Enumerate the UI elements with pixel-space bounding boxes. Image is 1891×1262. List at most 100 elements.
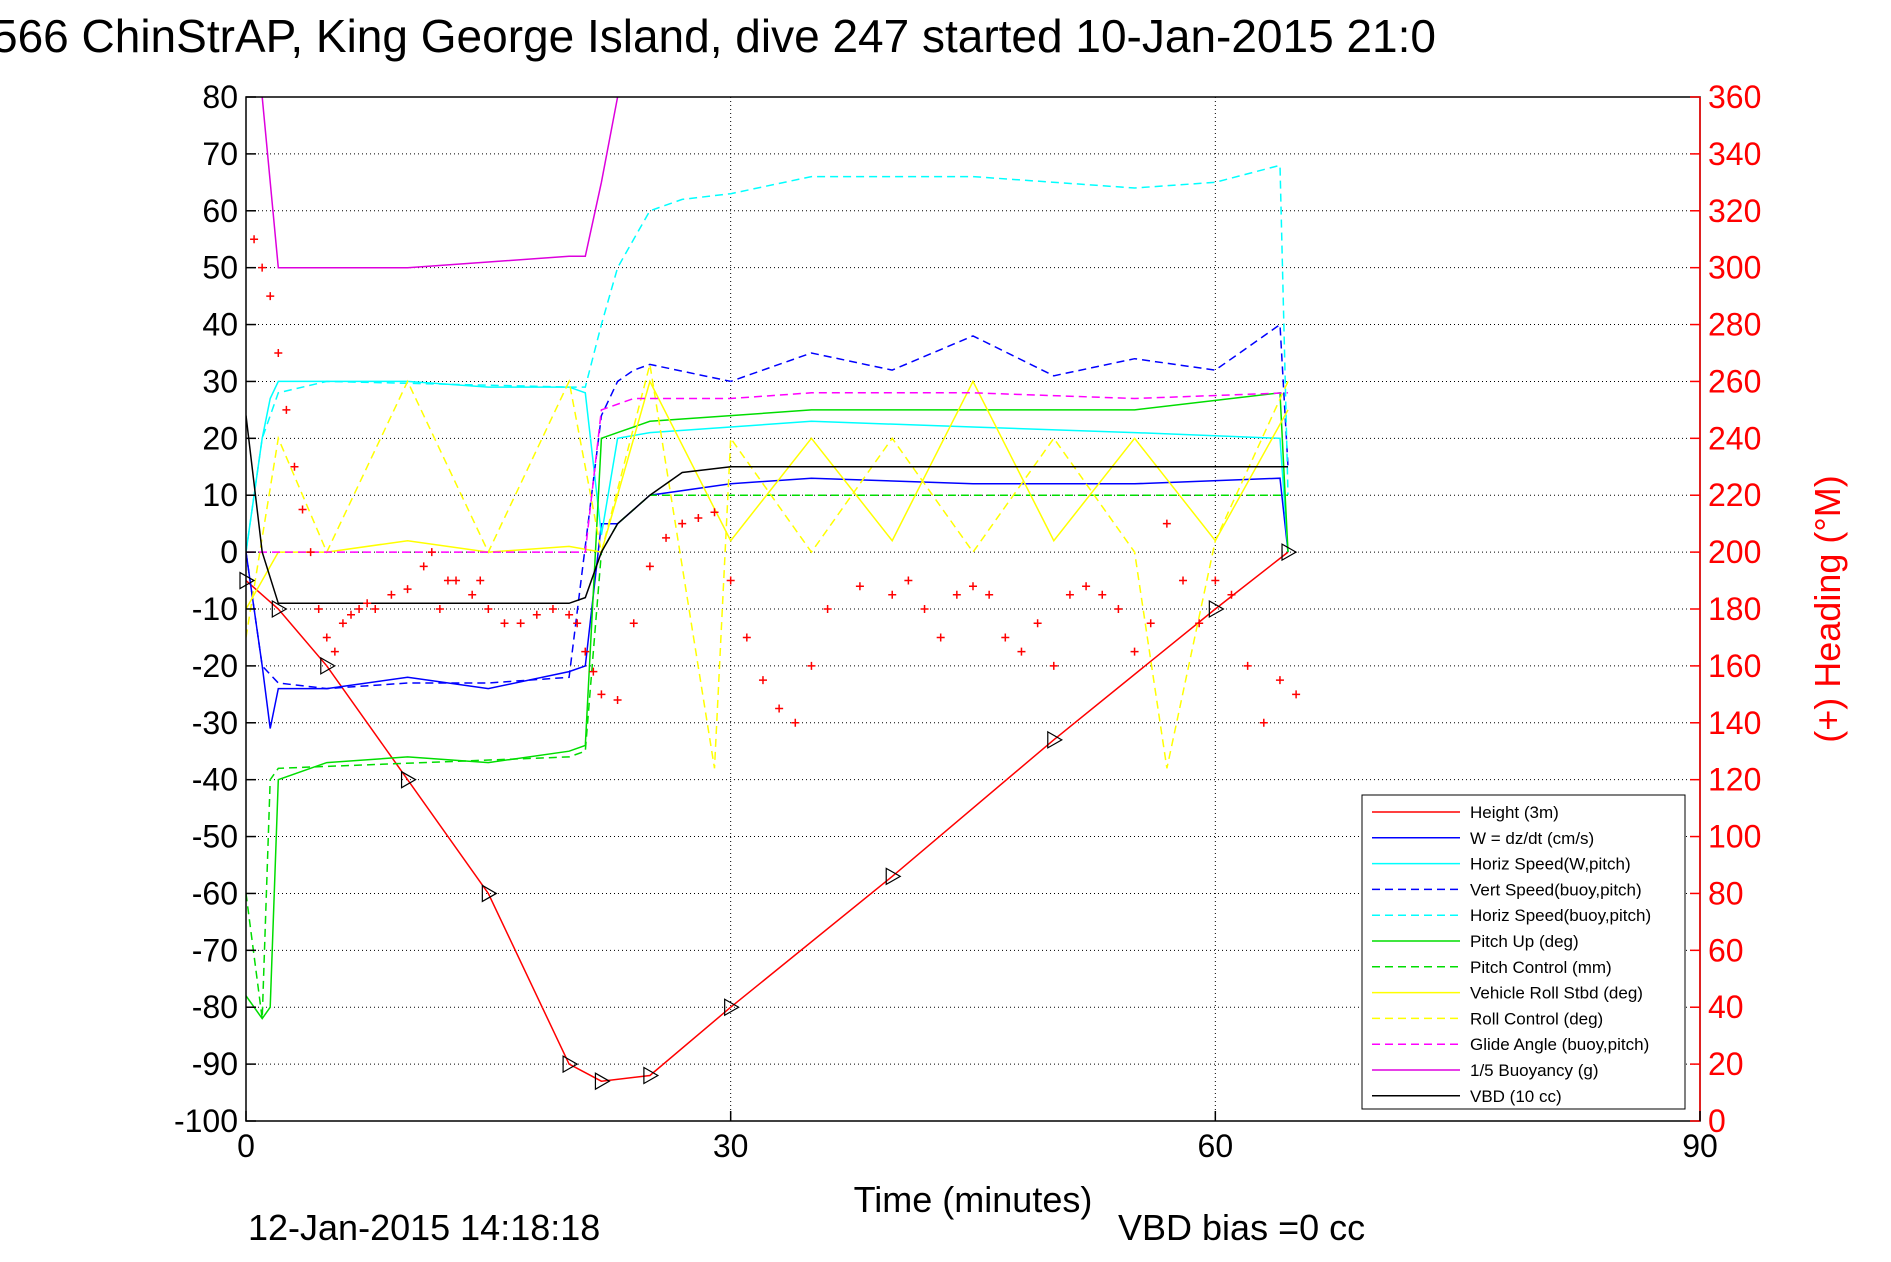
heading-point: [476, 576, 485, 585]
footer-timestamp: 12-Jan-2015 14:18:18: [248, 1207, 600, 1248]
heading-point: [532, 610, 541, 619]
x-axis-ticks: 0 30 60 90: [237, 1111, 1718, 1164]
left-axis-ticks: 80 70 60 50 40 30 20 10 0 -10 -20 -30 -40 -50 -60 -70 -8…: [174, 79, 256, 1139]
right-tick-label: 120: [1708, 762, 1761, 798]
right-tick-label: 100: [1708, 819, 1761, 855]
heading-point: [363, 599, 372, 608]
heading-point: [1098, 590, 1107, 599]
heading-point: [1211, 576, 1220, 585]
right-tick-label: 80: [1708, 875, 1744, 911]
right-tick-label: 180: [1708, 591, 1761, 627]
height-marker: [271, 599, 288, 619]
left-tick-label: 0: [220, 534, 238, 570]
heading-point: [500, 619, 509, 628]
legend-label-1-5-buoyancy-g: 1/5 Buoyancy (g): [1470, 1061, 1599, 1080]
heading-point: [258, 263, 267, 272]
right-tick-label: 360: [1708, 79, 1761, 115]
footer-vbd-bias: VBD bias =0 cc: [1118, 1207, 1365, 1248]
left-tick-label: 70: [202, 136, 238, 172]
heading-point: [347, 610, 356, 619]
height-marker: [885, 867, 902, 886]
heading-point: [371, 605, 380, 613]
series-line-pitch-up-deg: [246, 391, 1289, 1020]
heading-point: [807, 661, 816, 670]
height-marker: [594, 1072, 611, 1091]
heading-point: [338, 619, 347, 628]
left-tick-label: 30: [202, 363, 238, 399]
left-tick-label: -20: [192, 648, 238, 684]
series-line-horiz-speed-w-pitch: [246, 380, 1289, 553]
height-marker: [239, 571, 256, 590]
heading-point: [290, 462, 299, 471]
left-tick-label: -40: [192, 762, 238, 798]
legend-label-roll-control-deg: Roll Control (deg): [1470, 1009, 1603, 1028]
heading-point: [694, 513, 703, 522]
heading-point: [516, 619, 525, 628]
right-tick-label: 140: [1708, 705, 1761, 741]
right-tick-label: 260: [1708, 363, 1761, 399]
heading-point: [742, 633, 751, 642]
right-tick-label: 340: [1708, 136, 1761, 172]
series-line-vehicle-roll-stbd-deg: [246, 379, 1289, 610]
heading-point: [573, 619, 582, 628]
heading-point: [726, 576, 735, 585]
heading-points: [250, 235, 1301, 727]
legend-label-vert-speed-buoy-pitch: Vert Speed(buoy,pitch): [1470, 880, 1642, 899]
x-tick-label: 90: [1682, 1128, 1718, 1164]
heading-point: [387, 590, 396, 599]
right-tick-label: 200: [1708, 534, 1761, 570]
heading-point: [427, 548, 436, 557]
heading-point: [1049, 661, 1058, 670]
heading-point: [985, 590, 994, 599]
heading-point: [1001, 633, 1010, 642]
heading-point: [969, 582, 977, 591]
heading-point: [758, 676, 767, 685]
heading-point: [1227, 590, 1236, 599]
heading-point: [855, 582, 864, 591]
left-tick-label: 10: [202, 477, 238, 513]
heading-point: [1065, 590, 1074, 599]
heading-point: [904, 576, 913, 585]
heading-point: [452, 576, 461, 585]
series-line-height-3m: [246, 551, 1289, 1082]
heading-point: [581, 647, 590, 656]
legend: Height (3m) W = dz/dt (cm/s) Horiz Speed(W…: [1361, 794, 1686, 1110]
chart-title: 566 ChinStrAP, King George Island, dive …: [0, 10, 1436, 62]
heading-point: [403, 585, 412, 594]
heading-point: [1259, 718, 1268, 727]
height-marker: [320, 656, 336, 675]
height-marker: [562, 1055, 579, 1074]
right-tick-label: 20: [1708, 1046, 1744, 1082]
heading-point: [274, 349, 283, 357]
series-line-roll-control-deg: [246, 364, 1289, 769]
right-tick-label: 40: [1708, 989, 1744, 1025]
heading-point: [330, 647, 339, 656]
series-line-vbd-10-cc: [246, 415, 1288, 605]
x-tick-label: 30: [713, 1128, 749, 1164]
heading-point: [1033, 619, 1042, 628]
legend-label-w-dz-dt-cm-s: W = dz/dt (cm/s): [1470, 829, 1594, 848]
heading-point: [314, 605, 323, 613]
left-tick-label: 60: [202, 193, 238, 229]
left-tick-label: -90: [192, 1046, 238, 1082]
legend-box: [1361, 794, 1686, 1110]
left-tick-label: 20: [202, 420, 238, 456]
right-tick-label: 60: [1708, 932, 1744, 968]
left-tick-label: -60: [192, 875, 238, 911]
heading-point: [266, 292, 275, 301]
right-tick-label: 320: [1708, 193, 1761, 229]
left-tick-label: 80: [202, 79, 238, 115]
series-line-horiz-speed-buoy-pitch: [246, 164, 1289, 553]
legend-label-glide-angle-buoy-pitch: Glide Angle (buoy,pitch): [1470, 1035, 1649, 1054]
heading-point: [597, 690, 606, 699]
left-tick-label: -100: [174, 1103, 238, 1139]
left-tick-label: -30: [192, 705, 238, 741]
series-line-pitch-control-mm: [246, 494, 1288, 1019]
left-tick-label: 50: [202, 250, 238, 286]
right-axis-label: (+) Heading (°M): [1807, 475, 1848, 742]
series-line-vert-speed-buoy-pitch: [246, 323, 1289, 690]
right-axis-ticks: 3603403203002802602402202001801601401201…: [1690, 79, 1761, 1139]
heading-point: [710, 508, 719, 517]
left-tick-label: -70: [192, 932, 238, 968]
